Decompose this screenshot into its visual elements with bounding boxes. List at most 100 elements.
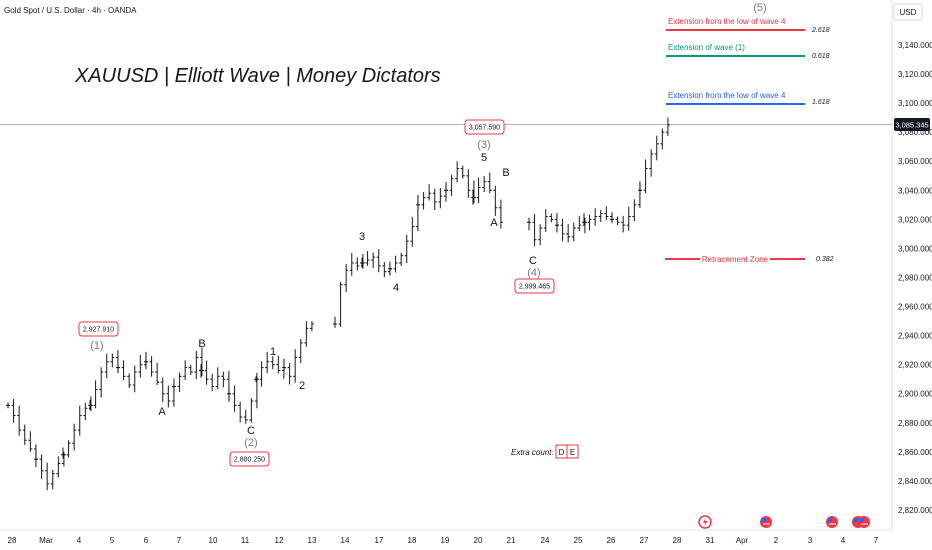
- ohlc-bar: [365, 251, 370, 266]
- wave-4-label: (4): [527, 267, 540, 279]
- wave-b2-label: B: [502, 167, 509, 179]
- price-tick-label: 2,860.000: [898, 448, 932, 457]
- ohlc-bar: [476, 177, 481, 204]
- price-box-wave4-text: 2,999.465: [519, 284, 550, 291]
- ohlc-bar: [388, 265, 392, 275]
- ohlc-bar: [155, 362, 160, 386]
- level-label-0618: Extension of wave (1): [668, 43, 745, 52]
- ohlc-bars: [6, 117, 670, 491]
- us-flag-icon[interactable]: [760, 516, 772, 528]
- ohlc-bar: [404, 234, 409, 263]
- extra-count-d: D: [559, 448, 565, 457]
- ohlc-bar: [238, 401, 243, 423]
- event-lightning-icon[interactable]: [698, 515, 712, 529]
- ohlc-bar: [610, 212, 614, 224]
- ohlc-bar: [560, 218, 565, 242]
- ohlc-bar: [83, 402, 88, 421]
- date-tick-label: 13: [308, 536, 317, 545]
- wave-c2-label: C: [529, 255, 537, 267]
- ohlc-bar: [309, 321, 314, 332]
- wave-sub1-label: 1: [270, 346, 276, 358]
- ohlc-bar: [50, 469, 55, 490]
- ohlc-bar: [566, 224, 571, 243]
- ohlc-bar: [466, 169, 471, 198]
- ohlc-bar: [39, 454, 44, 479]
- date-tick-label: 11: [241, 536, 250, 545]
- ohlc-bar: [22, 424, 27, 445]
- time-axis[interactable]: 28 Mar 4 5 6 7 10 11 12 13 14 17 18 19 20 21 24 25 26 27 28 3…: [8, 536, 879, 545]
- price-box-wave2[interactable]: [229, 451, 270, 467]
- ohlc-bar: [304, 321, 309, 347]
- level-ratio-1618: 1.618: [812, 99, 830, 106]
- ohlc-bar: [199, 364, 203, 378]
- ohlc-bar: [166, 385, 171, 408]
- ohlc-bar: [660, 128, 665, 150]
- ohlc-bar: [393, 255, 398, 273]
- ohlc-bar: [287, 362, 292, 385]
- date-tick-label: 31: [706, 536, 715, 545]
- price-box-wave2-text: 2,880.250: [234, 457, 265, 464]
- date-tick-label: 17: [375, 536, 384, 545]
- date-tick-label: 6: [144, 536, 149, 545]
- price-box-wave3[interactable]: [464, 119, 505, 135]
- current-price-value: 3,085.345: [895, 121, 928, 130]
- ohlc-bar: [549, 213, 554, 223]
- ohlc-bar: [28, 431, 33, 452]
- ohlc-bar: [276, 355, 281, 374]
- ohlc-bar: [6, 402, 10, 409]
- ohlc-bar: [638, 184, 642, 195]
- extra-count-label: Extra count:: [511, 448, 554, 457]
- price-box-wave4[interactable]: [514, 278, 555, 294]
- ohlc-bar: [598, 209, 603, 222]
- ohlc-bar: [298, 339, 303, 363]
- price-box-wave1-text: 2,927.910: [83, 327, 114, 334]
- ohlc-bar: [371, 252, 376, 269]
- ohlc-bar: [210, 373, 215, 392]
- date-tick-label: 26: [607, 536, 616, 545]
- current-price-tag: [894, 118, 930, 131]
- ohlc-bar: [188, 364, 193, 375]
- price-box-wave3-text: 3,057.590: [469, 125, 500, 132]
- extra-count-e-box[interactable]: [566, 444, 579, 459]
- us-flag-icon[interactable]: [858, 516, 870, 528]
- ohlc-bar: [221, 371, 226, 388]
- ohlc-bar: [132, 365, 137, 393]
- ohlc-bar: [532, 214, 537, 247]
- wave-a2-label: A: [490, 217, 498, 229]
- price-tick-label: 2,840.000: [898, 477, 932, 486]
- ohlc-bar: [138, 354, 143, 378]
- date-tick-label: 19: [441, 536, 450, 545]
- ohlc-bar: [227, 389, 231, 402]
- ohlc-bar: [116, 363, 120, 374]
- date-tick-label: 5: [110, 536, 115, 545]
- price-box-wave1[interactable]: [78, 321, 119, 337]
- ohlc-bar: [493, 185, 498, 216]
- ohlc-bar: [215, 367, 220, 390]
- ohlc-bar: [11, 398, 16, 423]
- wave-sub2-label: 2: [299, 380, 305, 392]
- ohlc-bar: [643, 159, 648, 194]
- ohlc-bar: [604, 206, 609, 221]
- ohlc-bar: [72, 423, 77, 451]
- ohlc-bar: [444, 182, 448, 197]
- ohlc-bar: [204, 360, 209, 385]
- ohlc-bar: [527, 217, 531, 231]
- ohlc-bar: [399, 252, 404, 266]
- ohlc-bar: [615, 216, 620, 226]
- ohlc-bar: [66, 440, 71, 458]
- price-tick-label: 3,020.000: [898, 215, 932, 224]
- ohlc-bar: [56, 456, 61, 478]
- price-axis[interactable]: 3,140.000 3,120.000 3,100.000 3,080.000 3,06…: [898, 41, 932, 515]
- ohlc-bar: [333, 316, 337, 328]
- ohlc-bar: [427, 184, 432, 201]
- level-label-2618: Extension from the low of wave 4: [668, 17, 786, 26]
- price-tick-label: 3,120.000: [898, 70, 932, 79]
- ohlc-bar: [265, 351, 270, 374]
- extra-count-e: E: [570, 448, 575, 457]
- us-flag-icon[interactable]: [826, 516, 838, 528]
- price-tick-label: 2,900.000: [898, 390, 932, 399]
- ohlc-bar: [172, 378, 176, 393]
- currency-button[interactable]: [893, 3, 923, 21]
- ohlc-bar: [254, 376, 258, 383]
